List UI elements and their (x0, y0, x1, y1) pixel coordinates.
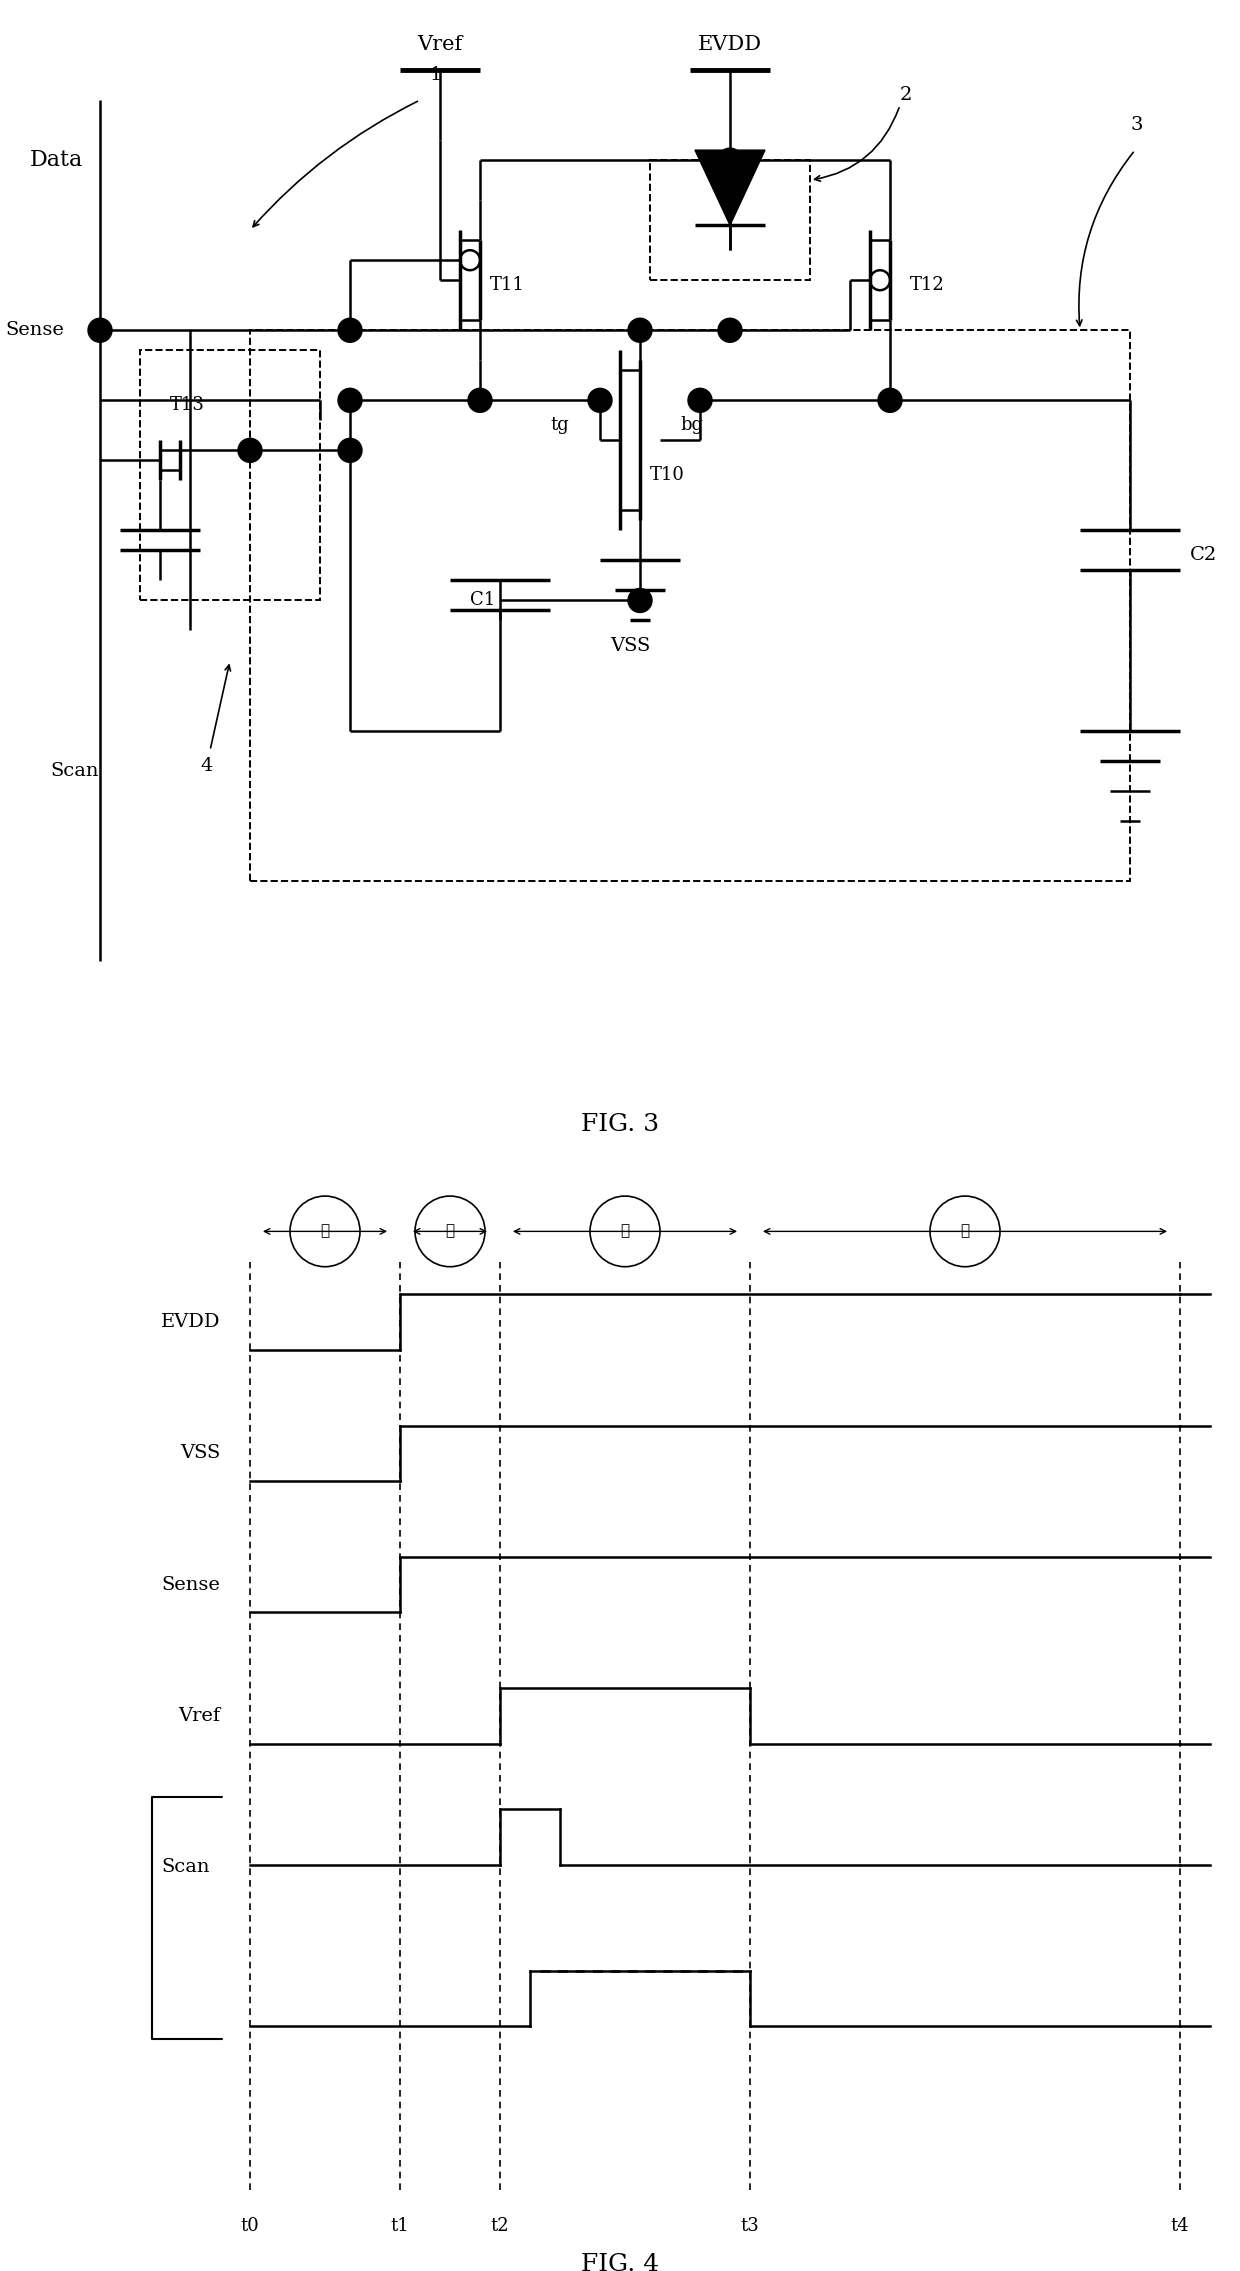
Text: Vref: Vref (177, 1708, 219, 1726)
Circle shape (238, 438, 262, 463)
Text: 2: 2 (900, 86, 913, 104)
Text: Sense: Sense (5, 320, 64, 338)
Circle shape (588, 388, 613, 413)
Text: t4: t4 (1171, 2216, 1189, 2235)
Text: 3: 3 (1130, 116, 1142, 134)
Text: FIG. 3: FIG. 3 (580, 1113, 660, 1136)
Text: T10: T10 (650, 466, 684, 484)
Text: T12: T12 (910, 277, 945, 295)
Circle shape (88, 318, 112, 343)
Text: bg: bg (680, 416, 703, 434)
Text: Sense: Sense (161, 1576, 219, 1594)
Text: t3: t3 (740, 2216, 759, 2235)
Text: ②: ② (445, 1224, 455, 1238)
Circle shape (467, 388, 492, 413)
Circle shape (688, 388, 712, 413)
Text: EVDD: EVDD (698, 34, 763, 55)
Circle shape (718, 318, 742, 343)
Circle shape (627, 318, 652, 343)
Circle shape (718, 148, 742, 173)
Text: ③: ③ (620, 1224, 630, 1238)
Circle shape (339, 388, 362, 413)
Text: tg: tg (551, 416, 569, 434)
Text: C2: C2 (1190, 547, 1218, 565)
Circle shape (339, 318, 362, 343)
Text: t2: t2 (491, 2216, 510, 2235)
Circle shape (878, 388, 901, 413)
Text: VSS: VSS (180, 1444, 219, 1463)
Text: C1: C1 (470, 590, 495, 609)
Text: FIG. 4: FIG. 4 (580, 2253, 660, 2271)
Text: 4: 4 (200, 756, 212, 774)
Circle shape (627, 588, 652, 613)
Text: EVDD: EVDD (160, 1313, 219, 1331)
Text: Data: Data (30, 150, 83, 170)
Text: Scan: Scan (161, 1858, 210, 1876)
Text: t0: t0 (241, 2216, 259, 2235)
Text: T11: T11 (490, 277, 525, 295)
Text: Scan: Scan (50, 761, 98, 779)
Polygon shape (694, 150, 765, 225)
Text: T13: T13 (170, 397, 205, 413)
Text: Vref: Vref (418, 34, 463, 55)
Text: VSS: VSS (610, 636, 650, 654)
Text: t1: t1 (391, 2216, 409, 2235)
Text: 1: 1 (430, 66, 443, 84)
Text: ④: ④ (961, 1224, 970, 1238)
Circle shape (339, 438, 362, 463)
Text: ①: ① (320, 1224, 330, 1238)
